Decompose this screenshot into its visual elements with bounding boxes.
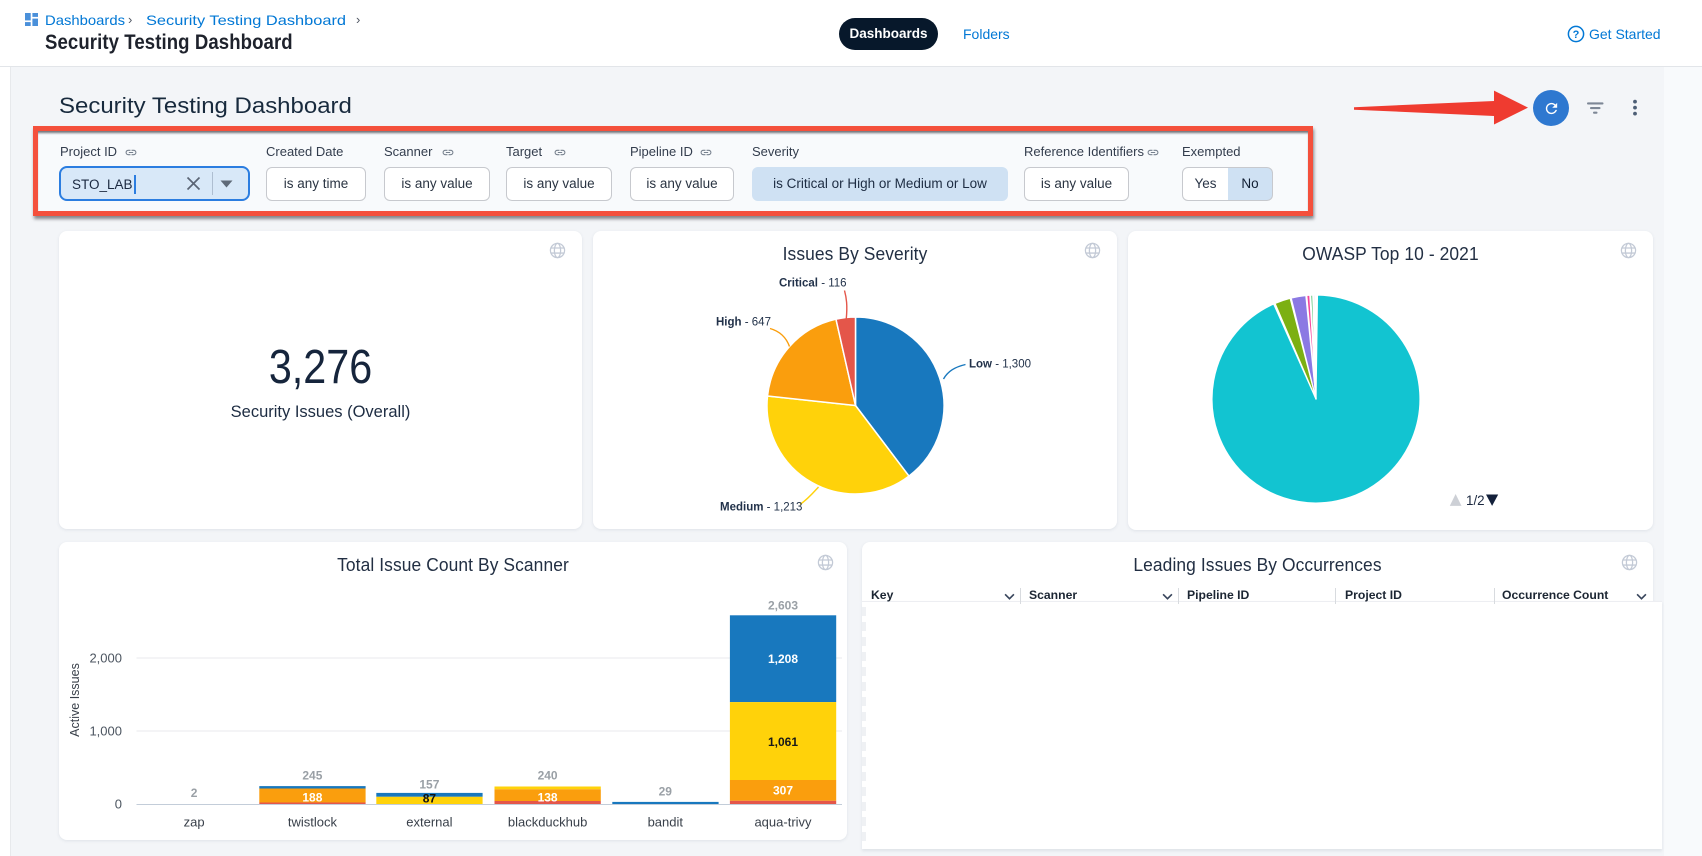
svg-text:1,208: 1,208 — [768, 652, 798, 666]
svg-text:2,603: 2,603 — [768, 598, 798, 612]
svg-text:Critical - 116: Critical - 116 — [779, 278, 847, 290]
svg-text:aqua-trivy: aqua-trivy — [754, 815, 812, 830]
svg-text:240: 240 — [538, 769, 558, 783]
svg-text:188: 188 — [302, 791, 322, 805]
svg-text:138: 138 — [538, 790, 558, 804]
svg-text:29: 29 — [659, 785, 673, 799]
svg-text:2,000: 2,000 — [89, 651, 122, 666]
svg-text:1,061: 1,061 — [768, 735, 798, 749]
svg-text:307: 307 — [773, 784, 793, 798]
svg-text:Active Issues: Active Issues — [68, 663, 82, 737]
svg-text:twistlock: twistlock — [288, 815, 338, 830]
svg-text:external: external — [406, 815, 452, 830]
svg-text:Low - 1,300: Low - 1,300 — [969, 359, 1031, 371]
svg-text:Medium - 1,213: Medium - 1,213 — [720, 502, 802, 514]
svg-text:zap: zap — [184, 815, 205, 830]
svg-text:0: 0 — [115, 797, 122, 812]
svg-text:bandit: bandit — [648, 815, 684, 830]
svg-text:87: 87 — [423, 791, 437, 805]
svg-text:1,000: 1,000 — [89, 724, 122, 739]
svg-text:2: 2 — [191, 786, 198, 800]
svg-text:blackduckhub: blackduckhub — [508, 815, 588, 830]
svg-text:245: 245 — [302, 769, 322, 783]
svg-text:?: ? — [1573, 29, 1580, 41]
svg-text:High - 647: High - 647 — [716, 317, 771, 329]
svg-text:1/2: 1/2 — [1466, 493, 1485, 508]
svg-text:157: 157 — [419, 778, 439, 792]
